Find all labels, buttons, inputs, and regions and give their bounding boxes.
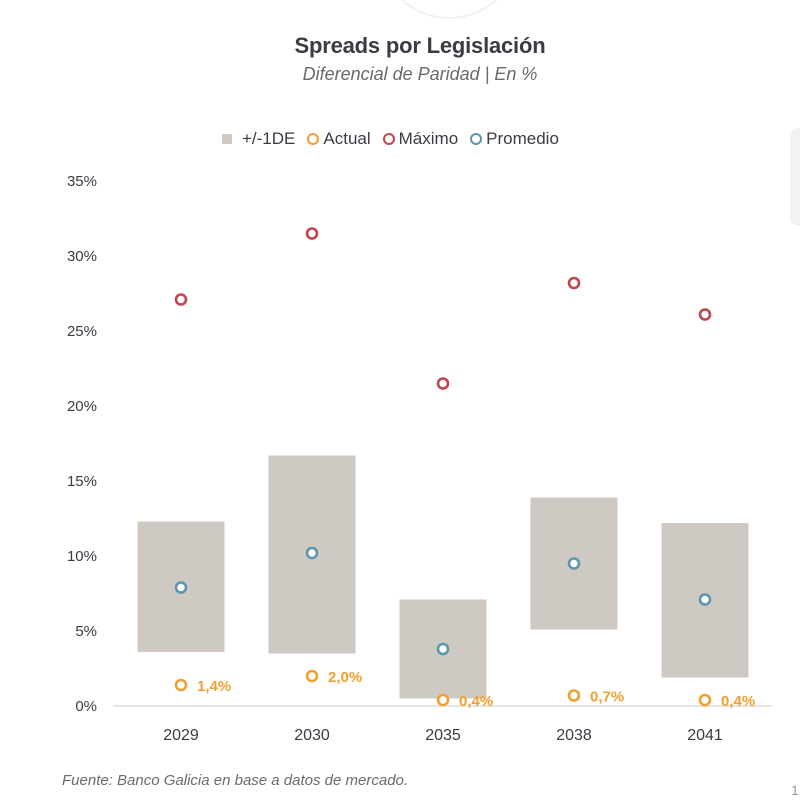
y-tick-label: 15% (67, 473, 97, 490)
legend-label: +/-1DE (242, 129, 296, 148)
promedio-marker (698, 593, 712, 606)
maximo-marker (567, 276, 581, 290)
y-tick-label: 5% (75, 623, 97, 640)
y-tick-label: 30% (67, 248, 97, 265)
legend-label: Actual (323, 129, 371, 148)
actual-data-label: 0,4% (721, 693, 755, 710)
actual-marker (174, 678, 188, 692)
y-tick-label: 35% (67, 173, 97, 190)
actual-data-label: 1,4% (197, 678, 231, 695)
chart-legend: +/-1DE Actual Máximo Promedio (222, 129, 571, 149)
maximo-marker (698, 308, 712, 321)
actual-marker (305, 669, 319, 683)
y-tick-label: 25% (67, 323, 97, 340)
legend-item-maximo: Máximo (382, 129, 459, 149)
x-tick-label: 2038 (556, 727, 592, 744)
page-number: 1 (791, 782, 799, 798)
promedio-marker (305, 546, 319, 560)
x-tick-label: 2041 (687, 727, 723, 744)
y-tick-label: 20% (67, 398, 97, 415)
square-swatch-icon (222, 134, 232, 144)
actual-data-label: 2,0% (328, 669, 362, 686)
y-tick-label: 10% (67, 548, 97, 565)
legend-label: Promedio (486, 129, 559, 148)
legend-label: Máximo (398, 129, 459, 148)
side-panel (790, 128, 800, 226)
legend-item-actual: Actual (307, 129, 371, 149)
maximo-marker (305, 227, 319, 240)
x-tick-label: 2030 (294, 727, 330, 744)
promedio-marker (174, 581, 188, 594)
promedio-marker (567, 557, 581, 570)
x-tick-label: 2029 (163, 727, 199, 744)
source-footnote: Fuente: Banco Galicia en base a datos de… (62, 772, 409, 789)
ring-swatch-icon (382, 133, 395, 145)
actual-marker (436, 693, 450, 707)
promedio-marker (436, 642, 450, 656)
x-tick-label: 2035 (425, 727, 461, 744)
legend-item-promedio: Promedio (470, 129, 559, 149)
actual-marker (567, 689, 581, 702)
actual-data-label: 0,4% (459, 693, 493, 710)
y-tick-label: 0% (75, 698, 97, 715)
ring-swatch-icon (307, 133, 320, 145)
maximo-marker (174, 293, 188, 306)
actual-marker (698, 693, 712, 707)
chart-title: Spreads por Legislación (294, 33, 546, 58)
actual-data-label: 0,7% (590, 689, 624, 706)
chart-subtitle: Diferencial de Paridad | En % (302, 64, 538, 84)
legend-item-range: +/-1DE (222, 129, 295, 149)
ring-swatch-icon (470, 133, 483, 145)
maximo-marker (436, 377, 450, 390)
